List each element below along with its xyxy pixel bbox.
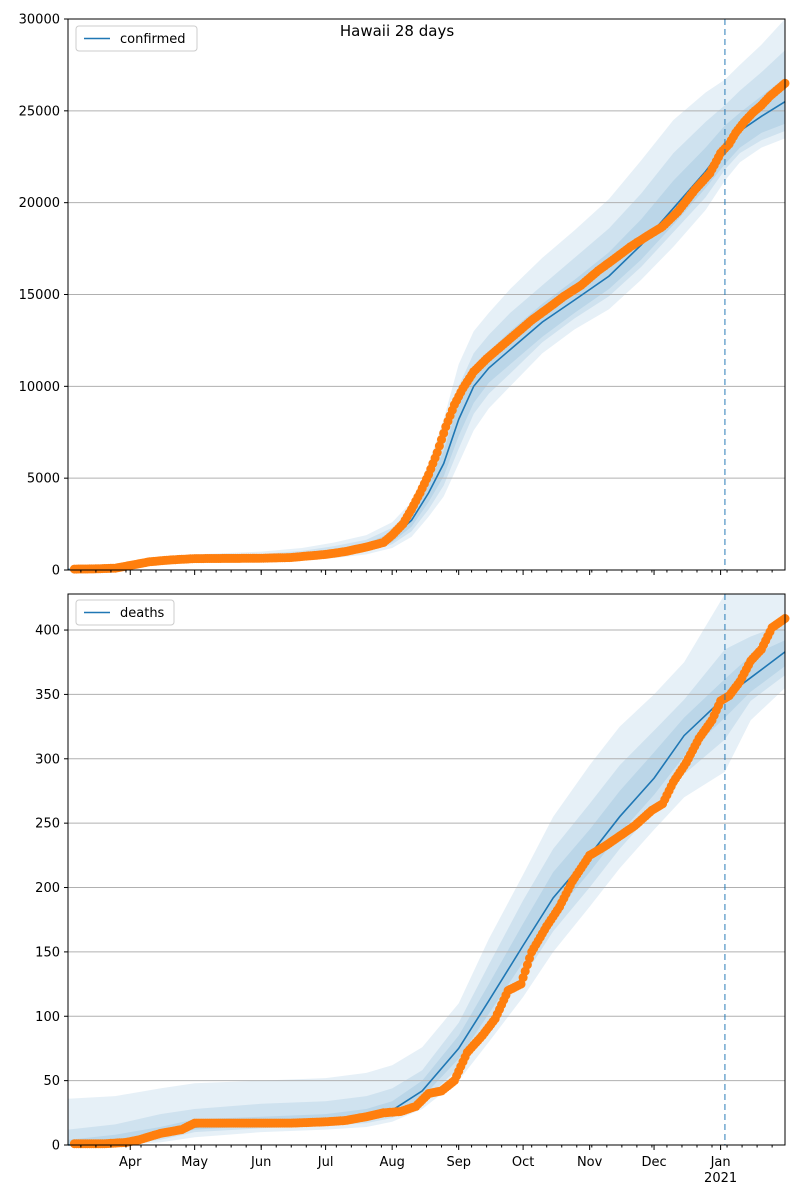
confirmed-legend-label: confirmed [120, 32, 186, 47]
confirmed-y-tick-label: 25000 [19, 104, 60, 119]
confirmed-y-tick-label: 15000 [19, 288, 60, 303]
deaths-y-tick-label: 400 [35, 624, 60, 639]
x-tick-label-aug: Aug [379, 1155, 404, 1170]
confirmed-y-tick-label: 10000 [19, 380, 60, 395]
deaths-y-tick-label: 300 [35, 752, 60, 767]
deaths-y-tick-label: 50 [43, 1074, 60, 1089]
x-tick-label-jan: Jan [710, 1155, 731, 1170]
confirmed-legend: confirmed [75, 25, 198, 52]
deaths-panel: 0 50 100 150 200 250 300 350 400 deaths [35, 593, 790, 1154]
x-tick-label-apr: Apr [119, 1155, 142, 1170]
deaths-observed-points [69, 614, 790, 1149]
deaths-y-tick-label: 350 [35, 688, 60, 703]
x-tick-label-nov: Nov [577, 1155, 603, 1170]
x-tick-label-jul: Jul [317, 1155, 334, 1170]
deaths-legend-label: deaths [120, 606, 165, 621]
x-tick-label-sep: Sep [446, 1155, 471, 1170]
x-tick-label-may: May [181, 1155, 208, 1170]
deaths-y-tick-label: 100 [35, 1010, 60, 1025]
deaths-y-tick-label: 0 [52, 1139, 60, 1154]
deaths-uncertainty-bands [68, 594, 785, 1145]
deaths-axes: 0 50 100 150 200 250 300 350 400 [35, 593, 786, 1154]
figure-title: Hawaii 28 days [340, 22, 454, 40]
deaths-band-middle [68, 623, 785, 1145]
confirmed-y-tick-label: 30000 [19, 13, 60, 28]
deaths-band-outer [68, 594, 785, 1145]
confirmed-axes: 0 5000 10000 15000 20000 25000 30000 [19, 13, 786, 579]
deaths-y-tick-label: 200 [35, 881, 60, 896]
confirmed-observed-points [69, 78, 790, 574]
x-year-label: 2021 [704, 1171, 737, 1186]
confirmed-y-tick-label: 5000 [27, 472, 60, 487]
x-tick-label-dec: Dec [641, 1155, 666, 1170]
deaths-legend: deaths [75, 599, 175, 626]
deaths-y-tick-label: 150 [35, 945, 60, 960]
confirmed-y-tick-label: 20000 [19, 196, 60, 211]
confirmed-panel: 0 5000 10000 15000 20000 25000 30000 confirmed [19, 13, 790, 579]
deaths-y-tick-label: 250 [35, 817, 60, 832]
deaths-band-inner [68, 640, 785, 1145]
confirmed-y-tick-label: 0 [52, 564, 60, 579]
x-tick-label-oct: Oct [512, 1155, 534, 1170]
x-tick-label-jun: Jun [250, 1155, 271, 1170]
